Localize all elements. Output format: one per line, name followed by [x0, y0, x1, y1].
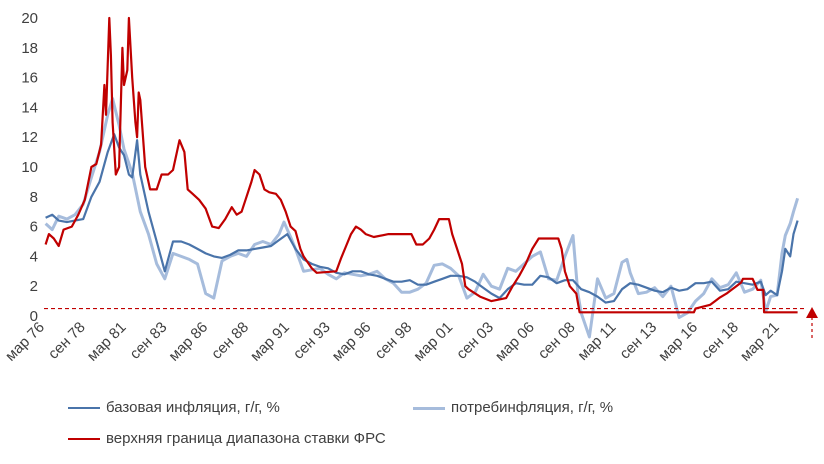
y-tick-label: 0 — [30, 308, 38, 325]
y-tick-label: 14 — [21, 99, 38, 116]
x-tick-label: мар 21 — [737, 319, 783, 365]
x-tick-label: мар 01 — [410, 319, 456, 365]
line-cpi — [44, 97, 800, 339]
x-tick-label: сен 03 — [453, 319, 497, 363]
y-tick-label: 16 — [21, 70, 38, 87]
x-tick-label: сен 98 — [372, 319, 416, 363]
y-tick-label: 6 — [30, 219, 38, 236]
legend-swatch-cpi — [413, 406, 445, 410]
x-tick-label: сен 18 — [698, 319, 742, 363]
x-tick-label: сен 13 — [616, 319, 660, 363]
x-tick-label: сен 83 — [127, 319, 171, 363]
y-tick-label: 18 — [21, 40, 38, 57]
x-tick-label: мар 11 — [574, 319, 619, 364]
y-tick-label: 20 — [21, 10, 38, 27]
y-axis-ticks: 0 2 4 6 8 10 12 14 16 18 20 — [21, 10, 38, 325]
x-tick-label: сен 93 — [290, 319, 334, 363]
x-tick-label: мар 96 — [329, 319, 375, 365]
series-layer — [44, 16, 800, 339]
y-tick-label: 10 — [21, 159, 38, 176]
line-core-inflation — [45, 133, 799, 304]
y-tick-label: 2 — [30, 278, 38, 295]
x-tick-label: мар 76 — [2, 319, 48, 365]
x-tick-label: мар 91 — [247, 319, 293, 365]
legend-item-core-inflation: базовая инфляция, г/г, % — [68, 399, 280, 416]
line-fed-rate — [44, 16, 798, 314]
legend-item-fed-rate: верхняя граница диапазона ставки ФРС — [68, 430, 386, 447]
y-tick-label: 4 — [30, 248, 38, 265]
x-tick-label: мар 81 — [84, 319, 130, 365]
x-tick-label: мар 16 — [655, 319, 701, 365]
arrow-head — [806, 307, 818, 318]
x-tick-label: мар 06 — [492, 319, 538, 365]
x-tick-label: сен 08 — [535, 319, 579, 363]
legend-swatch-core-inflation — [68, 407, 100, 410]
legend-label-cpi: потребинфляция, г/г, % — [451, 399, 614, 416]
y-tick-label: 8 — [30, 189, 38, 206]
up-arrow-icon — [806, 307, 818, 338]
x-tick-label: сен 88 — [208, 319, 252, 363]
x-tick-label: мар 86 — [165, 319, 211, 365]
legend-label-fed-rate: верхняя граница диапазона ставки ФРС — [106, 430, 386, 447]
legend-swatch-fed-rate — [68, 438, 100, 441]
legend-item-cpi: потребинфляция, г/г, % — [413, 399, 613, 416]
y-tick-label: 12 — [21, 129, 38, 146]
x-tick-label: сен 78 — [45, 319, 89, 363]
legend-label-core-inflation: базовая инфляция, г/г, % — [106, 399, 280, 416]
